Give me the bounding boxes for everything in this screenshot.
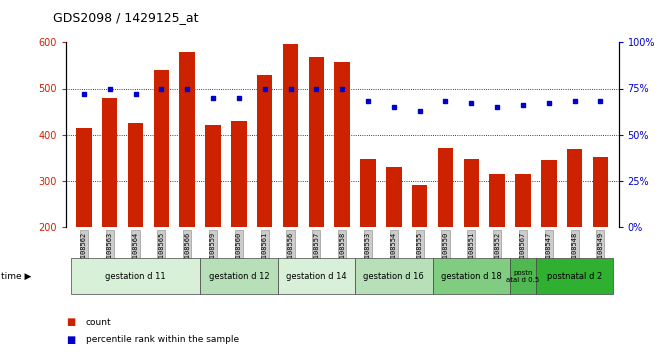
Bar — [360, 159, 376, 227]
Text: count: count — [86, 318, 111, 327]
Text: percentile rank within the sample: percentile rank within the sample — [86, 335, 239, 344]
Bar — [541, 160, 557, 227]
Text: gestation d 16: gestation d 16 — [363, 272, 424, 281]
Text: postn
atal d 0.5: postn atal d 0.5 — [507, 270, 540, 282]
Text: ■: ■ — [66, 335, 75, 345]
Bar — [76, 128, 91, 227]
Bar — [490, 174, 505, 227]
Text: ■: ■ — [66, 317, 75, 327]
Text: gestation d 14: gestation d 14 — [286, 272, 347, 281]
Text: postnatal d 2: postnatal d 2 — [547, 272, 602, 281]
Bar — [283, 44, 298, 227]
Bar — [278, 258, 355, 294]
Bar — [205, 125, 221, 227]
Text: gestation d 18: gestation d 18 — [441, 272, 501, 281]
Bar — [231, 121, 247, 227]
Bar — [309, 57, 324, 227]
Bar — [180, 52, 195, 227]
Bar — [386, 167, 401, 227]
Bar — [334, 62, 350, 227]
Bar — [567, 149, 582, 227]
Text: gestation d 11: gestation d 11 — [105, 272, 166, 281]
Bar — [463, 159, 479, 227]
Bar — [515, 174, 531, 227]
Text: GDS2098 / 1429125_at: GDS2098 / 1429125_at — [53, 11, 198, 24]
Bar — [355, 258, 432, 294]
Bar — [128, 123, 143, 227]
Bar — [432, 258, 510, 294]
Text: gestation d 12: gestation d 12 — [209, 272, 269, 281]
Bar — [412, 185, 428, 227]
Bar — [593, 156, 608, 227]
Bar — [153, 70, 169, 227]
Bar — [536, 258, 613, 294]
Bar — [200, 258, 278, 294]
Bar — [102, 98, 118, 227]
Bar — [438, 148, 453, 227]
Bar — [257, 75, 272, 227]
Bar — [71, 258, 200, 294]
Text: time ▶: time ▶ — [1, 272, 32, 281]
Bar — [510, 258, 536, 294]
